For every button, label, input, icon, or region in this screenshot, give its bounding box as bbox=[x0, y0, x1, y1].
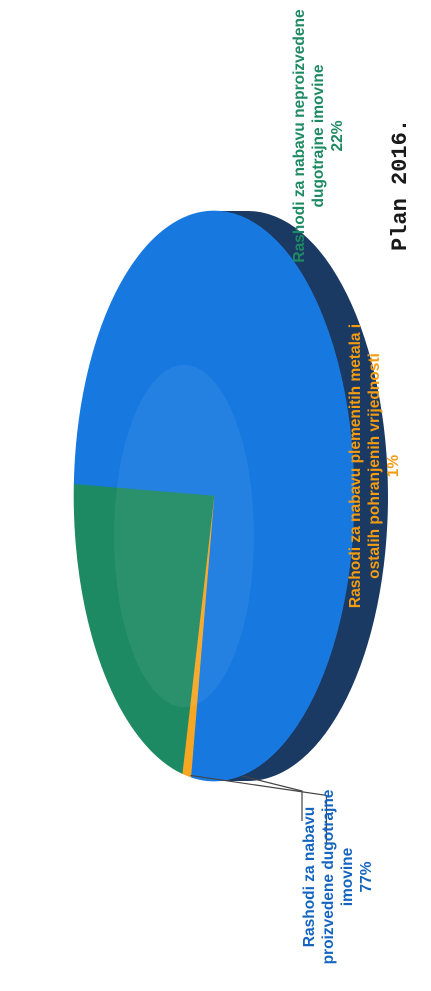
label-line: Rashodi za nabavu bbox=[301, 806, 318, 948]
label-line: Rashodi za nabavu neproizvedene bbox=[291, 9, 308, 263]
label-neproizvedene-dugotrajne-imovine: Rashodi za nabavu neproizvedene dugotraj… bbox=[290, 1, 347, 271]
pie-3d-side bbox=[214, 211, 388, 781]
label-line: ostalih pohranjenih vrijednosti bbox=[366, 353, 383, 579]
label-percent: 77% bbox=[358, 861, 375, 893]
label-line: proizvedene dugotrajne bbox=[320, 789, 337, 965]
label-line: dugotrajne imovine bbox=[310, 64, 327, 208]
pie-slice bbox=[73, 484, 215, 774]
pie-highlight bbox=[114, 365, 254, 707]
title-fragment: Plan 2016. bbox=[388, 118, 413, 251]
label-line: Rashodi za nabavu plemenitih metala i bbox=[347, 323, 364, 609]
label-percent: 22% bbox=[329, 120, 346, 152]
label-proizvedene-dugotrajne-imovine: Rashodi za nabavu proizvedene dugotrajne… bbox=[300, 777, 376, 977]
label-plemenitih-metala: Rashodi za nabavu plemenitih metala i os… bbox=[346, 311, 403, 621]
label-line: imovine bbox=[339, 847, 356, 907]
leader-line-plemenitih bbox=[190, 774, 328, 846]
label-percent: 1% bbox=[385, 454, 402, 478]
leader-line-proizvedene bbox=[241, 775, 303, 821]
pie-slices bbox=[73, 210, 355, 782]
